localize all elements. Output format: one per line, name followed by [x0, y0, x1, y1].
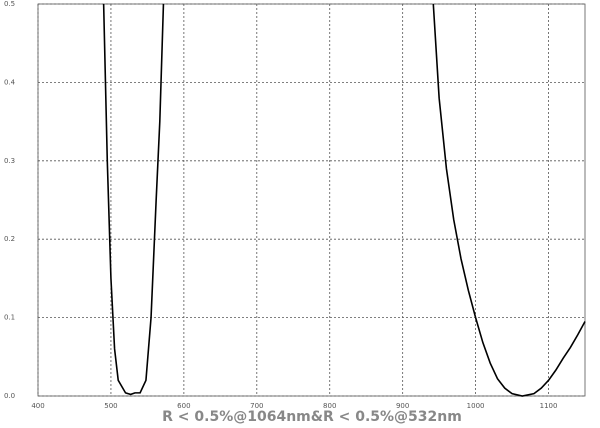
y-tick-label: 0.2	[4, 235, 15, 243]
x-tick-label: 700	[250, 402, 263, 410]
x-tick-label: 600	[177, 402, 190, 410]
x-tick-label: 500	[104, 402, 117, 410]
x-tick-label: 1100	[540, 402, 558, 410]
y-tick-label: 0.5	[4, 0, 15, 8]
line	[102, 3, 586, 397]
x-tick-label: 400	[31, 402, 44, 410]
x-tick-label: 900	[396, 402, 409, 410]
x-tick-label: 800	[323, 402, 336, 410]
y-tick-label: 0.3	[4, 157, 15, 165]
plot-frame	[37, 3, 586, 397]
y-tick-label: 0.0	[4, 392, 15, 400]
y-tick-label: 0.1	[4, 314, 15, 322]
x-tick-label: 1000	[467, 402, 485, 410]
chart-title: R < 0.5%@1064nm&R < 0.5%@532nm	[162, 409, 462, 425]
y-tick-label: 0.4	[4, 78, 16, 86]
